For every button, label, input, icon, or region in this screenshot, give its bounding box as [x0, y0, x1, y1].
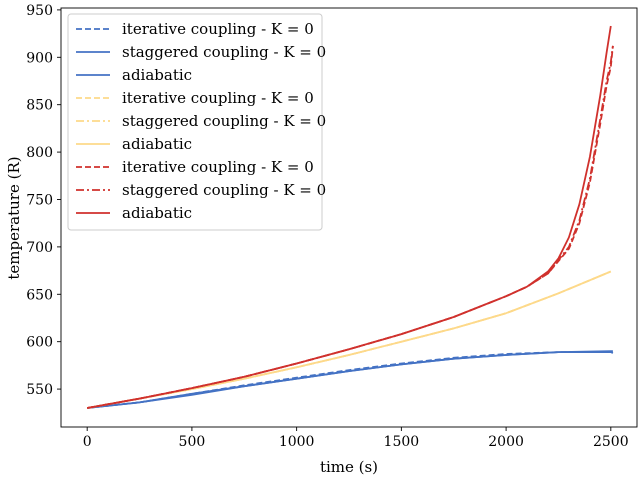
y-tick-label: 700 — [26, 240, 53, 256]
x-tick-label: 2000 — [488, 434, 524, 450]
y-tick-label: 850 — [26, 98, 53, 114]
y-axis-label: temperature (R) — [5, 156, 23, 279]
x-tick-label: 500 — [179, 434, 206, 450]
legend-label: iterative coupling - K = 0 — [122, 89, 314, 107]
x-tick-label: 1500 — [384, 434, 420, 450]
y-tick-label: 600 — [26, 335, 53, 351]
y-tick-label: 650 — [26, 287, 53, 303]
plot-lines — [87, 25, 614, 409]
x-tick-label: 0 — [83, 434, 92, 450]
legend-label: staggered coupling - K = 0 — [122, 181, 326, 199]
y-tick-label: 550 — [26, 382, 53, 398]
legend-label: adiabatic — [122, 204, 192, 222]
legend-label: adiabatic — [122, 135, 192, 153]
x-tick-label: 1000 — [279, 434, 315, 450]
y-axis: 550 600 650 700 750 800 850 900 950 — [26, 3, 61, 398]
legend-box — [67, 13, 323, 231]
x-axis-label: time (s) — [320, 458, 378, 476]
legend-label: staggered coupling - K = 0 — [122, 112, 326, 130]
legend-label: iterative coupling - K = 0 — [122, 158, 314, 176]
series-line-3 — [87, 350, 613, 409]
legend-label: staggered coupling - K = 0 — [122, 43, 326, 61]
y-tick-label: 950 — [26, 3, 53, 19]
series-line-9 — [87, 25, 612, 409]
y-tick-label: 900 — [26, 50, 53, 66]
plot-frame — [60, 7, 638, 428]
legend-label: iterative coupling - K = 0 — [122, 20, 314, 38]
legend: iterative coupling - K = 0 staggered coup… — [67, 13, 326, 231]
y-tick-label: 800 — [26, 145, 53, 161]
legend-label: adiabatic — [122, 66, 192, 84]
x-axis: 0 500 1000 1500 2000 2500 — [83, 427, 629, 450]
x-tick-label: 2500 — [593, 434, 629, 450]
y-tick-label: 750 — [26, 192, 53, 208]
series-line-1 — [87, 351, 613, 409]
